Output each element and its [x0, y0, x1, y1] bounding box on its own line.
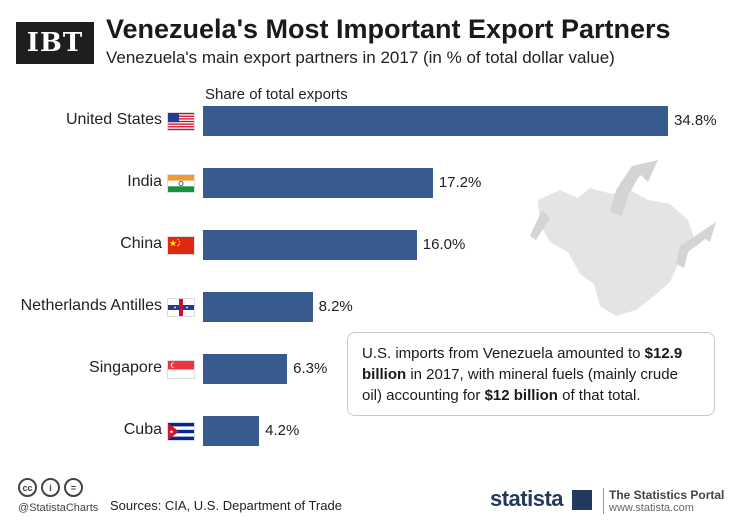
portal-title: The Statistics Portal — [609, 488, 725, 502]
data-label: 4.2% — [265, 422, 300, 439]
cc-icon: cc — [18, 478, 37, 497]
chart-title: Venezuela's Most Important Export Partne… — [106, 14, 671, 44]
no-derivatives-icon: = — [64, 478, 83, 497]
data-label: 6.3% — [293, 360, 328, 377]
data-label: 16.0% — [422, 236, 466, 253]
category-label: Netherlands Antilles — [20, 297, 162, 314]
india-flag-icon — [168, 174, 194, 192]
bar — [203, 230, 417, 260]
category-label: India — [127, 173, 162, 190]
info-text-1: U.S. imports from Venezuela amounted to — [362, 345, 645, 362]
statista-logo-icon — [572, 490, 592, 510]
venezuela-map-icon — [530, 160, 716, 316]
category-label: United States — [65, 111, 162, 128]
statista-logo: statista — [490, 486, 564, 511]
bar — [203, 292, 313, 322]
bar — [203, 106, 668, 136]
info-highlight-1: $12.9 billion — [362, 345, 683, 383]
data-label: 17.2% — [438, 174, 482, 191]
chart-subtitle: Venezuela's main export partners in 2017… — [106, 48, 615, 67]
category-label: Singapore — [89, 359, 162, 376]
china-flag-icon — [168, 236, 194, 254]
bar — [203, 354, 288, 384]
data-label: 34.8% — [674, 112, 717, 129]
us-flag-icon — [168, 112, 194, 130]
attribution-icon: i — [41, 478, 60, 497]
info-box: U.S. imports from Venezuela amounted to … — [347, 332, 715, 416]
singapore-flag-icon — [168, 360, 194, 378]
statista-handle: @StatistaCharts — [18, 502, 99, 514]
ibt-logo: IBT — [16, 22, 94, 64]
info-highlight-2: $12 billion — [484, 387, 558, 404]
cuba-flag-icon — [168, 422, 194, 440]
info-text-2: in 2017, with mineral fuels (mainly crud… — [362, 366, 678, 404]
info-text-3: of that total. — [557, 387, 641, 404]
footer-divider — [603, 488, 604, 514]
category-label: Cuba — [123, 421, 162, 438]
netherlands-antilles-flag-icon — [168, 298, 194, 316]
license-icons: cc i = — [18, 478, 83, 497]
bar — [203, 168, 433, 198]
axis-label: Share of total exports — [205, 86, 348, 103]
sources: Sources: CIA, U.S. Department of Trade — [110, 498, 342, 513]
category-label: China — [120, 235, 162, 252]
portal-url: www.statista.com — [609, 502, 694, 514]
data-label: 8.2% — [318, 298, 353, 315]
bar — [203, 416, 260, 446]
